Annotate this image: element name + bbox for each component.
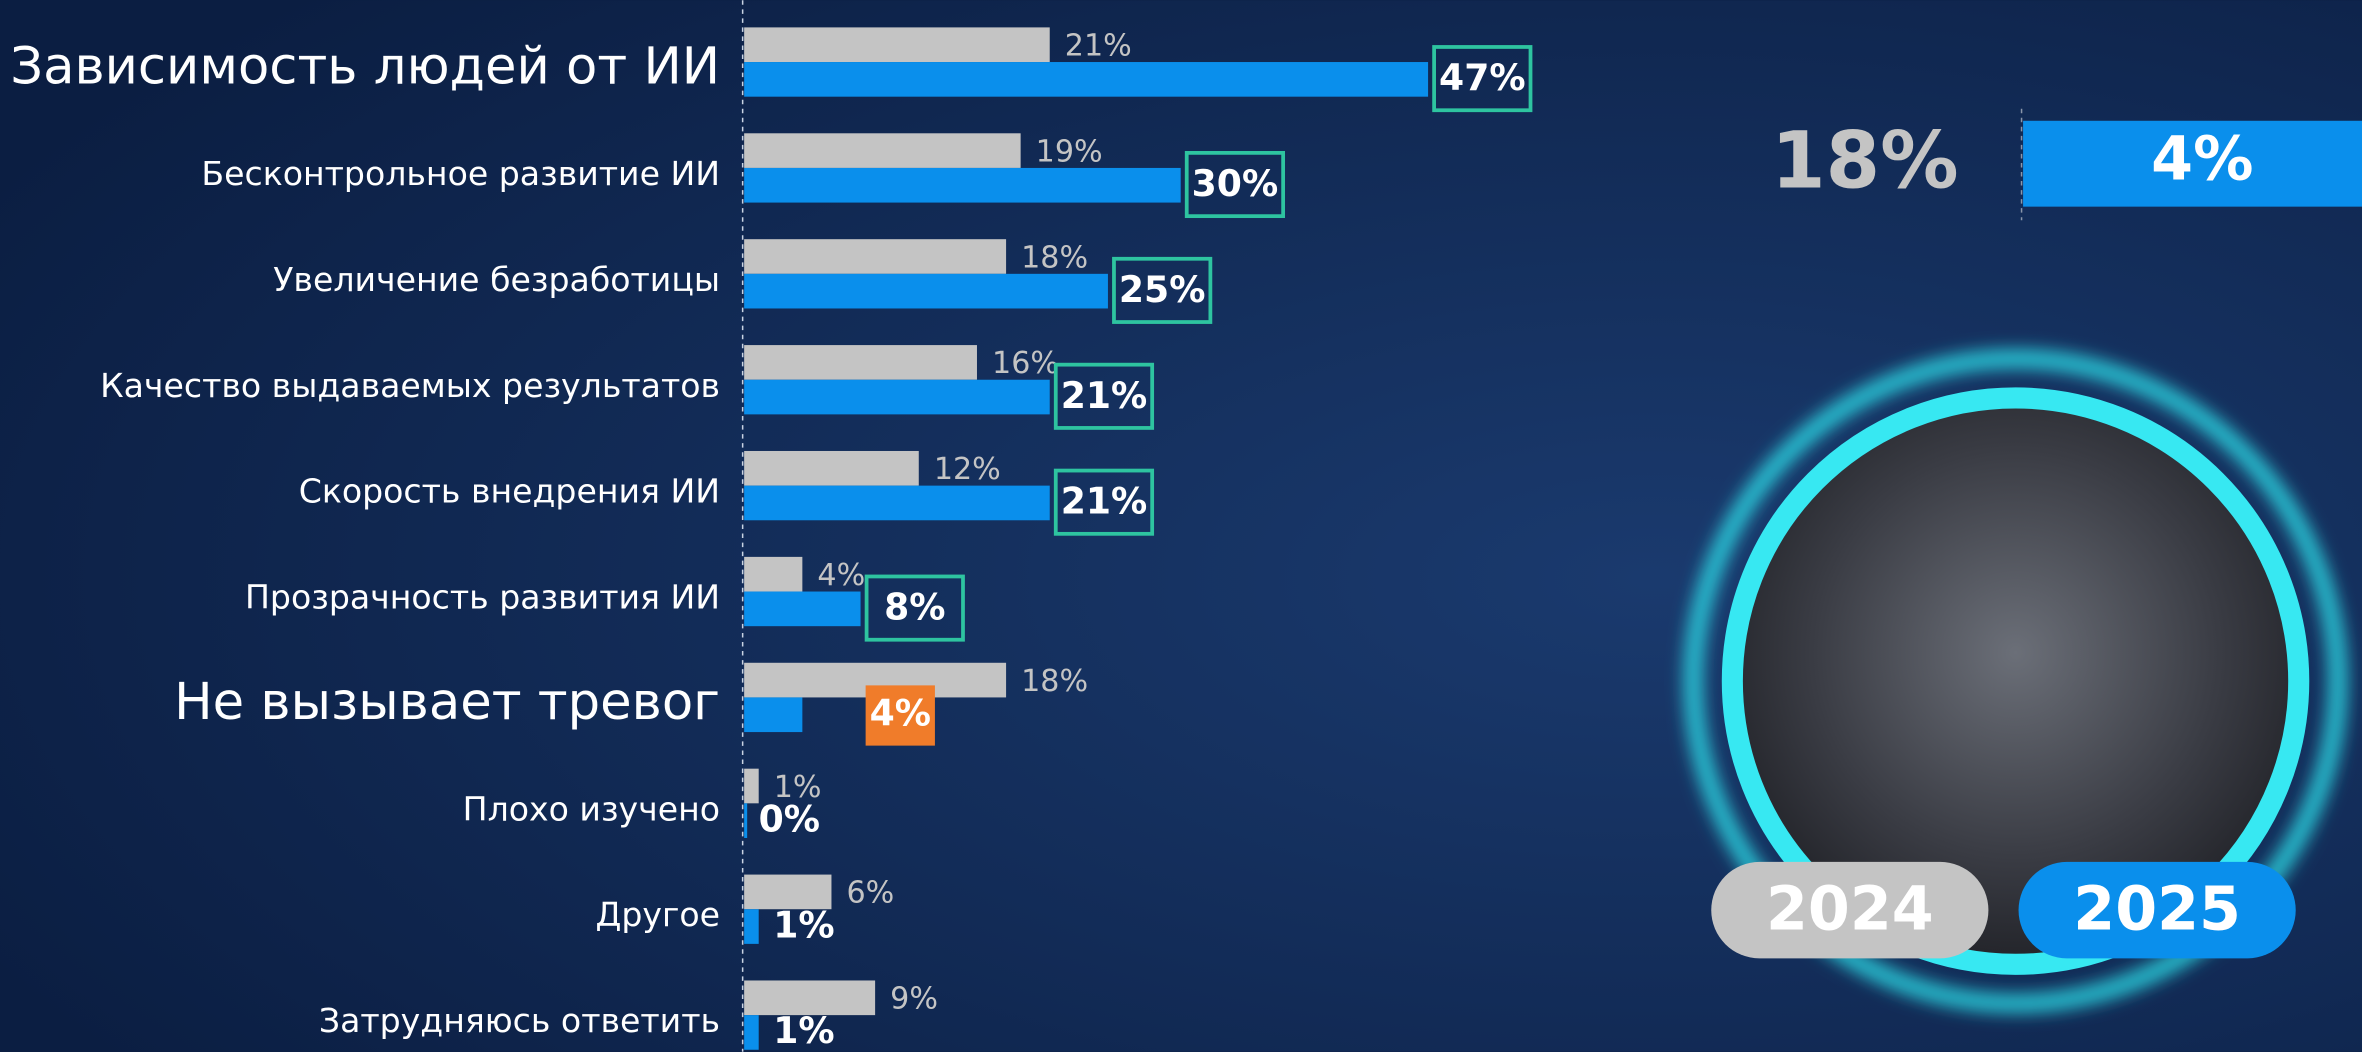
label-box (1432, 45, 1533, 113)
value-label: 18% (1021, 664, 1088, 699)
bar (744, 909, 759, 944)
label-box (864, 574, 965, 642)
value-label: 47% (1439, 56, 1526, 99)
bar (744, 62, 1429, 97)
bar (744, 485, 1050, 521)
bar (744, 1015, 759, 1050)
value-label: 1% (773, 1009, 834, 1052)
value-label: 19% (1036, 134, 1103, 169)
callout-label: 4% (2151, 125, 2253, 195)
bar (744, 980, 876, 1016)
value-label: 16% (992, 346, 1059, 381)
label-box (865, 685, 935, 746)
bar (744, 379, 1050, 415)
bar (744, 874, 832, 910)
photo (1721, 387, 2310, 975)
value-label: 30% (1192, 162, 1279, 205)
category-label: Другое (595, 895, 720, 934)
label-box (1053, 468, 1155, 536)
value-label: 8% (884, 586, 945, 629)
category-label: Не вызывает тревог (174, 672, 720, 732)
value-label: 21% (1061, 480, 1148, 523)
bar (744, 345, 977, 380)
bar (744, 697, 803, 733)
callout-label: 18% (1771, 115, 1958, 206)
category-label: Прозрачность развития ИИ (245, 578, 720, 617)
label-box (1053, 362, 1155, 430)
value-label: 4% (817, 558, 865, 593)
bar (744, 167, 1181, 203)
category-label: Затрудняюсь ответить (319, 1001, 720, 1040)
category-label: Скорость внедрения ИИ (299, 472, 720, 511)
value-label: 6% (847, 876, 895, 911)
label-box (1184, 150, 1286, 219)
value-label: 25% (1119, 268, 1206, 311)
category-label: Качество выдаваемых результатов (100, 366, 720, 405)
bar (744, 273, 1108, 309)
bar (744, 803, 748, 838)
bar (744, 556, 803, 592)
value-label: 4% (870, 692, 931, 735)
category-label: Плохо изучено (463, 789, 720, 828)
callout-bar (2023, 120, 2362, 207)
value-label: 12% (934, 452, 1001, 487)
category-label: Увеличение безработицы (273, 260, 720, 299)
value-label: 18% (1021, 240, 1088, 275)
bar (744, 27, 1050, 63)
value-label: 0% (759, 797, 820, 840)
category-label: Зависимость людей от ИИ (10, 37, 720, 97)
value-label: 21% (1065, 28, 1132, 63)
bar (744, 450, 919, 486)
category-label: Бесконтрольное развитие ИИ (201, 154, 720, 193)
bar (744, 768, 759, 804)
legend-label: 2025 (2073, 875, 2241, 945)
value-label: 1% (773, 903, 834, 946)
legend-label: 2024 (1766, 875, 1934, 945)
bar (744, 133, 1021, 168)
value-label: 1% (774, 770, 822, 805)
photo-glow (1685, 351, 2346, 1012)
label-box (1112, 256, 1213, 324)
value-label: 9% (890, 982, 938, 1017)
legend-swatch (1711, 861, 1989, 959)
legend-swatch (2018, 861, 2296, 959)
bar (744, 591, 861, 627)
value-label: 21% (1061, 374, 1148, 417)
bar (744, 239, 1007, 274)
